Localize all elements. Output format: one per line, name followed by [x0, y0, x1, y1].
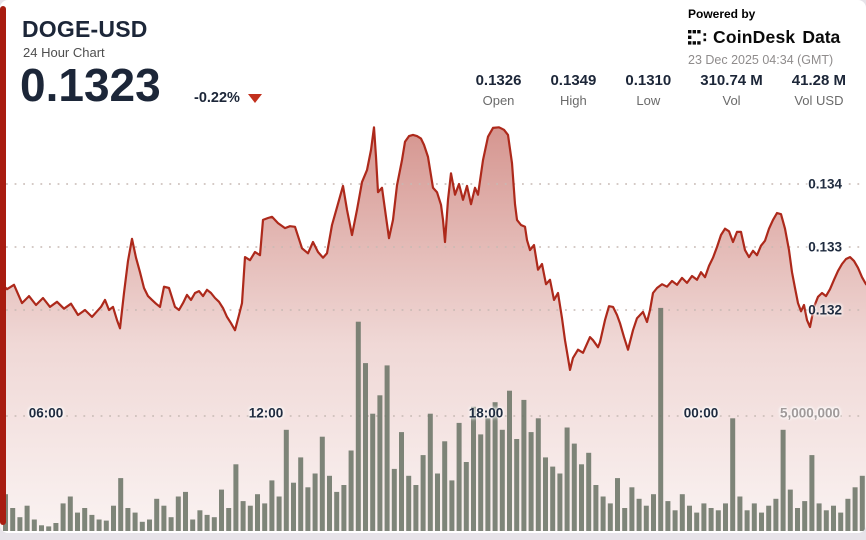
y-axis-label-0132: 0.132: [808, 302, 842, 318]
stat-open: 0.1326 Open: [476, 72, 522, 108]
brand-name: CoinDesk: [713, 27, 796, 47]
stat-label: Vol: [722, 93, 741, 108]
current-price: 0.1323: [20, 59, 161, 111]
left-accent-bar: [0, 6, 6, 525]
stat-value: 0.1310: [625, 72, 672, 89]
stat-value: 310.74 M: [700, 72, 763, 89]
stat-label: Vol USD: [794, 93, 844, 108]
stat-label: Low: [636, 93, 661, 108]
volume-axis-label: 5,000,000: [779, 405, 840, 421]
stat-label: Open: [482, 93, 515, 108]
y-axis-label-0133: 0.133: [808, 239, 842, 255]
brand-suffix: Data: [802, 27, 841, 47]
stat-value: 0.1326: [475, 72, 522, 89]
price-change-row: -0.22%: [194, 90, 262, 106]
powered-by-block: Powered by CoinDesk Data 23 Dec 2025 0: [688, 7, 840, 67]
x-axis-label-0000: 00:00: [683, 405, 719, 421]
stat-value: 0.1349: [550, 72, 597, 89]
price-change-percent: -0.22%: [194, 90, 240, 106]
stat-value: 41.28 M: [791, 72, 846, 89]
x-axis-label-1800: 18:00: [468, 405, 504, 421]
down-triangle-icon: [247, 93, 262, 103]
x-axis-label-0600: 06:00: [28, 405, 64, 421]
stat-high: 0.1349 High: [550, 72, 596, 108]
y-axis-label-0134: 0.134: [808, 176, 842, 192]
brand-row[interactable]: CoinDesk Data: [688, 27, 840, 48]
coindesk-logo-icon: [688, 30, 708, 45]
timestamp: 23 Dec 2025 04:34 (GMT): [688, 53, 834, 67]
stat-vol-usd: 41.28 M Vol USD: [792, 72, 846, 108]
chart-subtitle: 24 Hour Chart: [23, 45, 105, 60]
stat-label: High: [560, 93, 587, 108]
stats-row: 0.1326 Open 0.1349 High 0.1310 Low 310.74 M Vol…: [476, 72, 846, 108]
symbol-title: DOGE-USD: [22, 16, 148, 42]
stat-low: 0.1310 Low: [625, 72, 671, 108]
stat-vol: 310.74 M Vol: [700, 72, 763, 108]
x-axis-label-1200: 12:00: [248, 405, 284, 421]
powered-by-label: Powered by: [688, 7, 756, 21]
